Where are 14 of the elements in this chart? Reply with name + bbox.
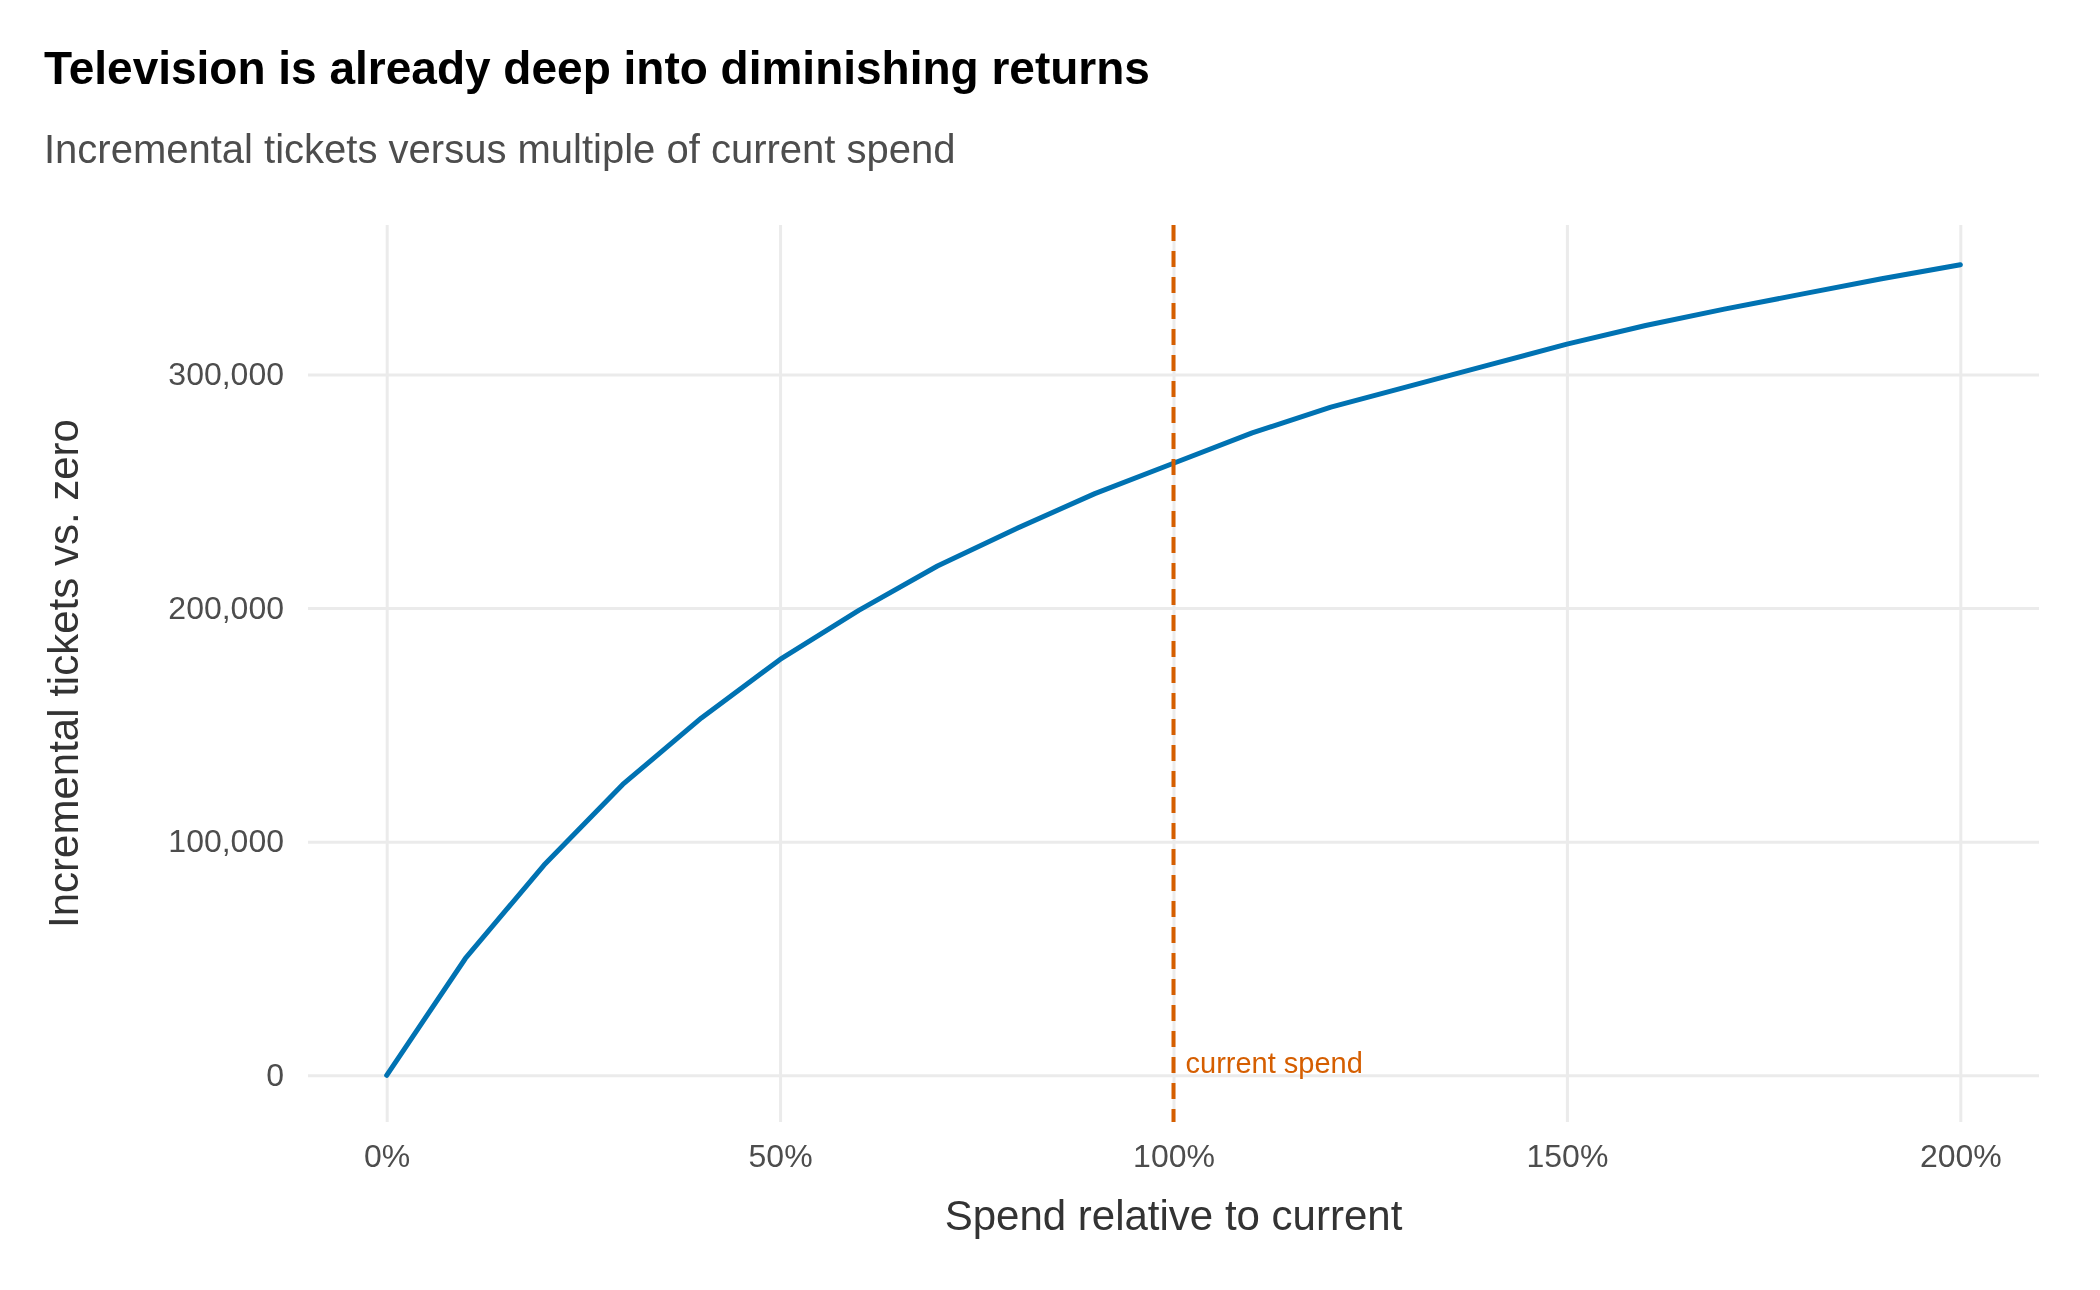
x-tick-label: 50% — [748, 1137, 813, 1174]
x-axis-title: Spend relative to current — [944, 1192, 1403, 1239]
chart-title: Television is already deep into diminishing returns — [44, 42, 1150, 94]
y-tick-label: 0 — [266, 1057, 284, 1094]
x-tick-label: 0% — [364, 1137, 411, 1174]
y-tick-label: 100,000 — [168, 823, 284, 860]
x-tick-label: 200% — [1919, 1137, 2002, 1174]
x-tick-label: 100% — [1133, 1137, 1215, 1174]
y-tick-label: 300,000 — [168, 356, 284, 393]
y-axis-title: Incremental tickets vs. zero — [40, 419, 87, 928]
y-tick-label: 200,000 — [168, 589, 284, 626]
ref-line-label: current spend — [1185, 1047, 1363, 1080]
chart-subtitle: Incremental tickets versus multiple of current spend — [44, 127, 956, 171]
x-tick-label: 150% — [1526, 1137, 1609, 1174]
